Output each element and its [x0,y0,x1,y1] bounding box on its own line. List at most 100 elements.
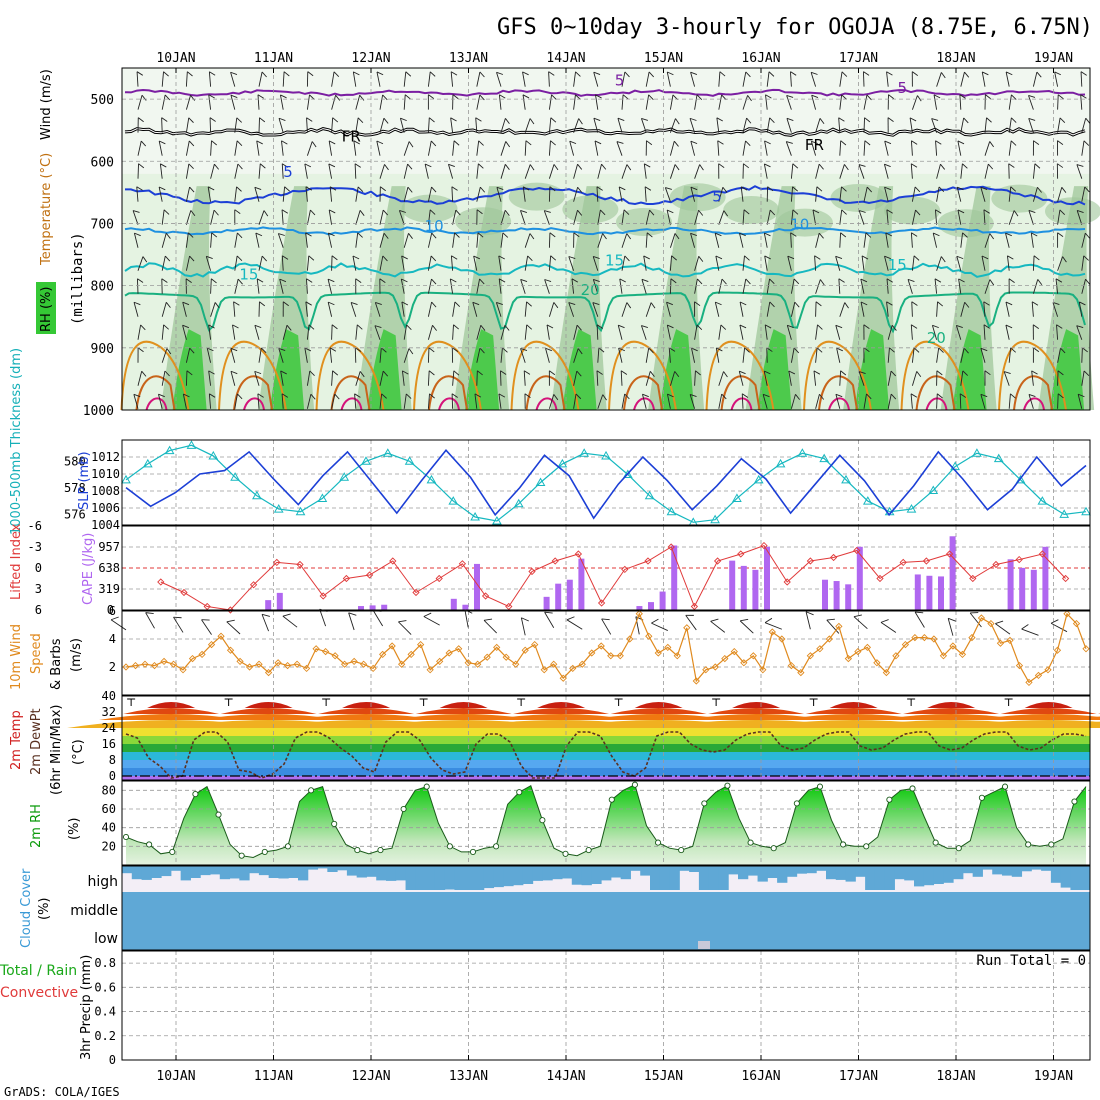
wind-barb [398,621,412,635]
wind-barb-flag [261,255,268,262]
wind-barb [960,348,965,363]
wind-barb-flag [596,370,603,375]
cloud-level-label: middle [70,903,118,919]
wind-barb-flag [593,117,601,122]
wind-barb [887,325,893,340]
wind-barb-flag [690,140,698,145]
wind-barb-flag [520,210,528,213]
wind-barb [741,393,744,409]
wind-barb-flag [475,117,482,122]
wind-barb-flag [1031,232,1038,237]
wind-barb [910,140,913,156]
wind-barb [234,117,238,133]
rh2m-point [978,794,985,801]
lifted-index-point [180,588,188,597]
wind-barb [786,325,792,340]
wind-barb [331,95,337,110]
rh2m-point [793,800,800,807]
wind-barb [1057,393,1059,409]
wind-barb-flag [940,256,946,263]
wind-barb [548,394,555,409]
wind-barb-flag [948,617,956,622]
wind-barb-flag [164,370,170,377]
wind10m-point [398,660,406,668]
wind-barb-flag [553,394,559,401]
wind-barb-flag [569,140,577,145]
thickness-axis-label: 1000-500mb Thickness (dm) [9,348,24,535]
cloud-high-bar [992,866,1003,875]
cape-bar [1042,546,1049,610]
wind-barb [452,140,455,156]
temp2m-tick-label: 0 [109,769,116,783]
wind-barb [208,393,212,409]
wind-barb-flag [815,301,822,307]
rh-band-dark [952,329,987,410]
wind-barb-flag [1052,302,1060,305]
wind-barb [185,117,190,133]
wind-barb-flag [710,618,719,622]
wind10m-point [854,647,862,656]
wind-barb [1003,371,1010,386]
wind-barb-flag [214,163,220,170]
wind-barb [210,164,215,179]
wind-barb-flag [206,255,213,260]
wind-barb [379,164,385,179]
wind-barb-flag [527,255,533,262]
wind-barb-flag [740,618,749,622]
wind-barb [427,117,430,133]
wind-barb-flag [379,278,386,283]
wind-barb [645,71,650,87]
wind-barb-flag [382,370,389,377]
wind-barb-flag [431,278,437,285]
wind-barb [815,279,821,294]
contour-label: 10 [790,216,809,234]
wind-barb [739,324,744,340]
wind-barb-flag [811,94,819,99]
wind-barb-flag [1057,163,1064,168]
rh2m-point [377,847,384,854]
wind-barb-flag [137,347,144,353]
rh2m-tick-label: 20 [102,839,116,853]
wind-barb [960,232,963,248]
wind-barb [592,302,599,317]
rh-band-upper-patch [991,184,1048,213]
temp2m-panel [121,695,1091,781]
precip-total-label: Total / Rain [0,963,77,979]
wind-barb [305,232,308,248]
wind-barb [596,324,599,340]
cloud-high-bar [356,866,367,878]
cloud-high-bar [679,866,690,871]
rh2m-tick-label: 60 [102,802,116,816]
wind-barb [666,302,671,317]
temp-band [122,768,1090,776]
wind-barb-flag [376,71,384,76]
wind-barb [571,278,575,294]
wind-barb [718,94,723,110]
thickness-point [1037,496,1048,505]
wind-barb [1076,210,1083,225]
wind-barb [669,141,675,156]
wind-barb-flag [624,71,630,78]
wind-barb-flag [451,255,458,260]
wind-barb [861,255,865,271]
wind-barb-flag [722,186,728,193]
wind-barb [500,232,504,248]
wind-barb [641,279,647,294]
wind-barb [960,117,965,133]
wind-barb [306,117,308,133]
wind-barb-flag [280,370,287,375]
temp-band [122,736,1090,744]
y-tick-label: 900 [91,342,114,357]
wind-barb [914,611,925,628]
wind-barb-flag [428,94,435,99]
wind-barb-flag [450,71,458,76]
wind10m-point [1044,666,1052,674]
cloud-high-bar [855,866,866,877]
wind-barb [1008,140,1012,156]
footer-credit: GrADS: COLA/IGES [4,1085,120,1099]
wind-barb-flag [188,117,194,123]
wind-barb-flag [1059,117,1066,124]
wind-barb-flag [331,324,338,330]
wind-barb [427,347,430,363]
wind-barb [476,278,481,294]
